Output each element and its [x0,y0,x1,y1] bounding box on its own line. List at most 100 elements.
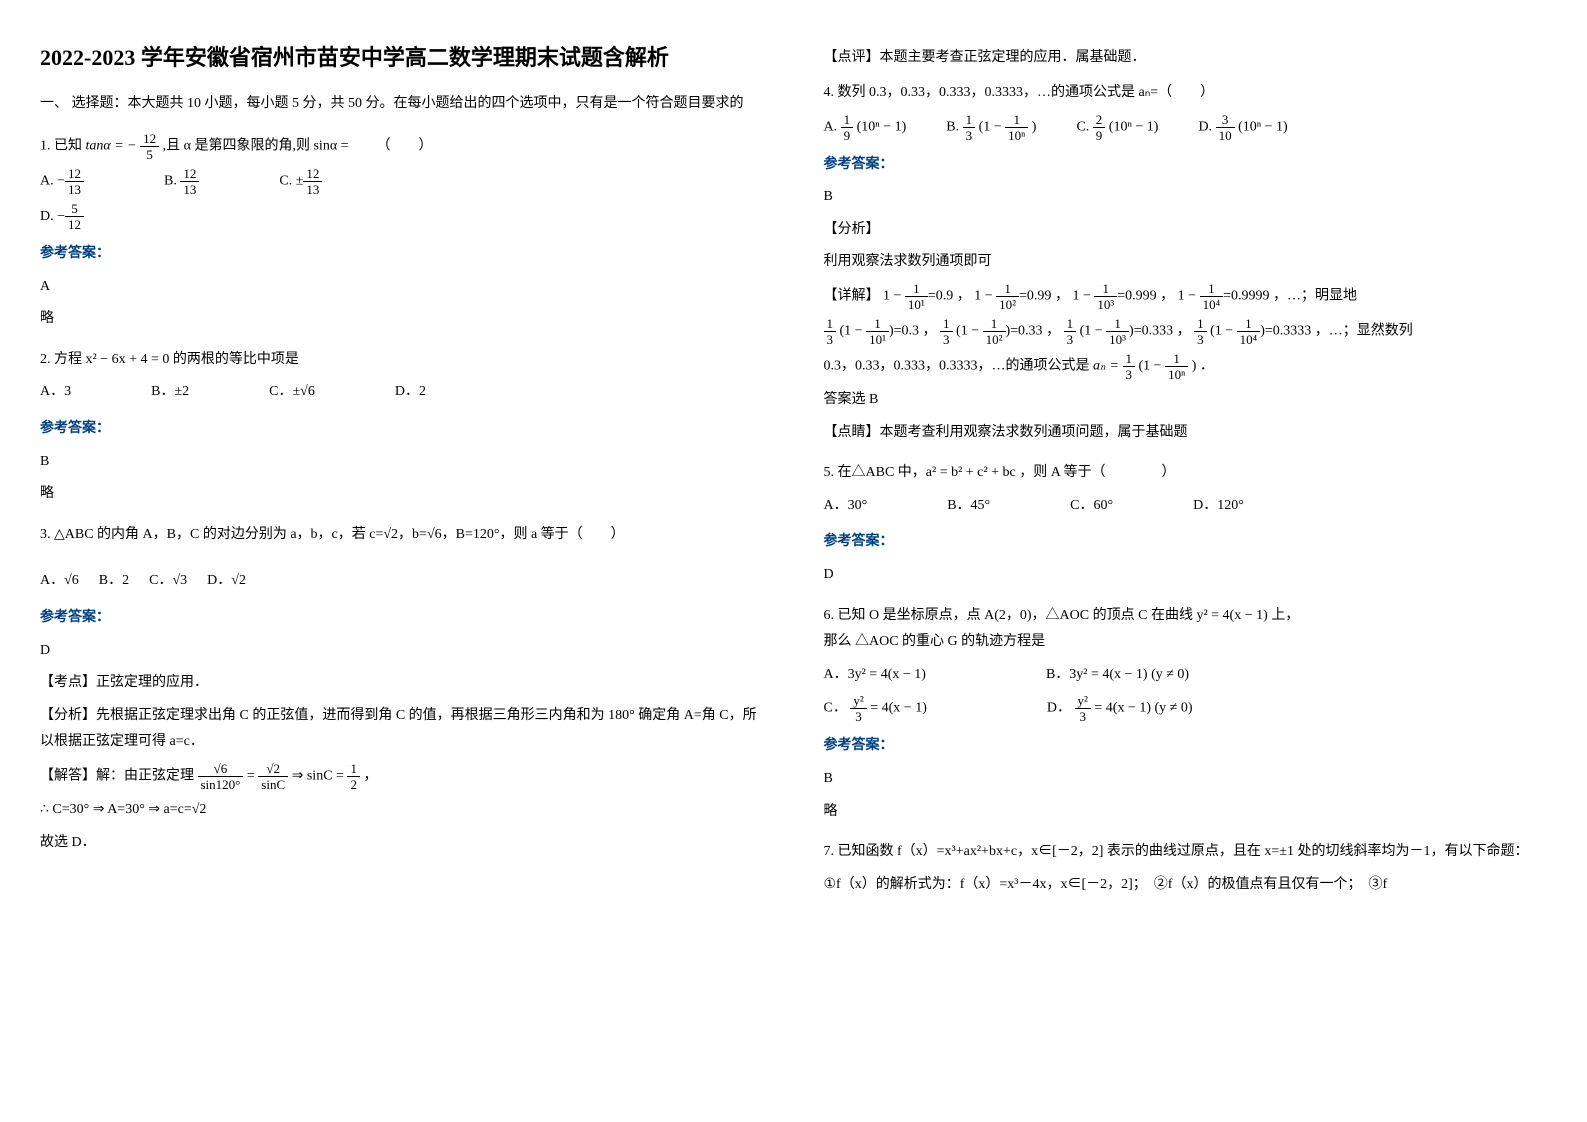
q5-choice-a: A．30° [824,493,868,520]
q4-choice-d: D. 310 (10ⁿ − 1) [1198,113,1287,142]
q1-stem-b: ,且 α 是第四象限的角,则 sinα = [163,139,349,154]
frac-n: 12 [180,167,199,182]
q1-tan: tanα = − [86,139,137,154]
question-5: 5. 在△ABC 中，a² = b² + c² + bc ，则 A 等于（ ） … [824,460,1548,588]
frac-d: 5 [140,147,159,161]
choice-body: = 4(x − 1) (y ≠ 0) [1094,701,1192,716]
q4-analysis: 利用观察法求数列通项即可 [824,249,1548,276]
choice-body: = 4(x − 1) [870,701,927,716]
q4-insight: 【点睛】本题考查利用观察法求数列通项问题，属于基础题 [824,420,1548,447]
q4-stem: 4. 数列 0.3，0.33，0.333，0.3333，…的通项公式是 aₙ=（… [824,80,1548,107]
text: (1 − [956,324,983,339]
text: =0.999 [1117,289,1156,304]
q7-stem: 7. 已知函数 f（x）=x³+ax²+bx+c，x∈[－2，2] 表示的曲线过… [824,839,1548,866]
frac-d: sinC [258,777,288,791]
text: ， [1055,289,1069,304]
text: 1 − [1072,289,1094,304]
q4-answer: B [824,184,1548,211]
q6-choice-a: A．3y² = 4(x − 1) [824,662,926,689]
text: ， [957,289,971,304]
q1-answer: A [40,274,764,301]
choice-pre: B. [164,174,180,189]
frac-d: 3 [963,128,976,142]
text: = [247,769,258,784]
frac-n: 1 [1194,317,1207,332]
choice-pre: C． [824,701,847,716]
frac-d: 9 [1093,128,1106,142]
frac-n: √6 [198,762,244,777]
text: )=0.33 [1006,324,1043,339]
frac-d: 13 [65,182,84,196]
frac-n: 1 [1005,113,1028,128]
q1-choice-b: B. 1213 [164,167,199,196]
q2-choice-d: D．2 [395,379,426,406]
choice-pre: D． [1047,701,1071,716]
answer-label: 参考答案： [40,416,764,443]
frac-n: 2 [1093,113,1106,128]
question-3: 3. △ABC 的内角 A，B，C 的对边分别为 a，b，c，若 c=√2，b=… [40,522,764,856]
q2-choice-a: A．3 [40,379,71,406]
text: 0.3，0.33，0.333，0.3333，…的通项公式是 [824,359,1094,374]
q7-line1: ①f（x）的解析式为：f（x）=x³－4x，x∈[－2，2]； ②f（x）的极值… [824,872,1548,899]
frac-d: sin120° [198,777,244,791]
text: ，…；显然数列 [1315,324,1413,339]
frac-n: 1 [905,282,928,297]
q6-stem-b: 那么 △AOC 的重心 G 的轨迹方程是 [824,629,1548,656]
frac-n: 1 [1237,317,1261,332]
q2-choice-c: C．±√6 [269,379,315,406]
frac-d: 10 [1216,128,1235,142]
q3-line4: ∴ C=30° ⇒ A=30° ⇒ a=c=√2 [40,797,764,824]
q6-answer: B [824,766,1548,793]
text: 1 − [974,289,996,304]
choice-body: (10ⁿ − 1) [1238,119,1288,134]
q5-answer: D [824,562,1548,589]
q1-note: 略 [40,306,764,333]
q3-analysis: 【分析】先根据正弦定理求出角 C 的正弦值，进而得到角 C 的值，再根据三角形三… [40,703,764,756]
section-heading: 一、 选择题：本大题共 10 小题，每小题 5 分，共 50 分。在每小题给出的… [40,92,764,112]
q6-choice-c: C． y²3 = 4(x − 1) [824,694,927,723]
text: (1 − [840,324,867,339]
q5-choice-c: C．60° [1070,493,1113,520]
choice-pre: A. − [40,174,65,189]
q2-note: 略 [40,481,764,508]
frac-d: 3 [1123,367,1136,381]
frac-d: 3 [824,332,837,346]
text: ， [1177,324,1191,339]
q1-choice-d: D. −512 [40,209,84,224]
page-title: 2022-2023 学年安徽省宿州市苗安中学高二数学理期末试题含解析 [40,40,764,72]
frac-d: 13 [303,182,322,196]
q5-stem: 5. 在△ABC 中，a² = b² + c² + bc ，则 A 等于（ ） [824,460,1548,487]
frac-n: 3 [1216,113,1235,128]
frac-d: 10¹ [905,297,928,311]
text: 1 − [1178,289,1200,304]
question-2: 2. 方程 x² − 6x + 4 = 0 的两根的等比中项是 A．3 B．±2… [40,347,764,508]
choice-body: (10ⁿ − 1) [857,119,907,134]
frac-n: 1 [940,317,953,332]
frac-n: 1 [1200,282,1224,297]
frac-d: 10¹ [866,332,889,346]
text: ) [1192,359,1197,374]
frac-n: 1 [866,317,889,332]
frac-n: 1 [824,317,837,332]
frac-n: y² [850,694,866,709]
text: (1 − [1080,324,1107,339]
q4-choice-a: A. 19 (10ⁿ − 1) [824,113,907,142]
text: ， [1046,324,1060,339]
frac-d: 13 [180,182,199,196]
frac-d: 10ⁿ [1165,367,1188,381]
q5-choice-b: B．45° [947,493,990,520]
choice-body: (10ⁿ − 1) [1109,119,1159,134]
frac-d: 2 [347,777,360,791]
text: =0.9 [928,289,953,304]
frac-n: 1 [996,282,1019,297]
q4-choice-b: B. 13 (1 − 110ⁿ ) [946,113,1036,142]
q4-choice-c: C. 29 (10ⁿ − 1) [1076,113,1158,142]
answer-label: 参考答案： [824,529,1548,556]
frac-n: 1 [963,113,976,128]
choice-pre: D. [1198,119,1215,134]
question-6: 6. 已知 O 是坐标原点，点 A(2，0)，△AOC 的顶点 C 在曲线 y²… [824,603,1548,826]
text: ． [1200,359,1214,374]
q5-choice-d: D．120° [1193,493,1244,520]
q4-detail-line1: 【详解】 1 − 110¹=0.9 ， 1 − 110²=0.99 ， 1 − … [824,282,1548,311]
frac-n: y² [1075,694,1091,709]
